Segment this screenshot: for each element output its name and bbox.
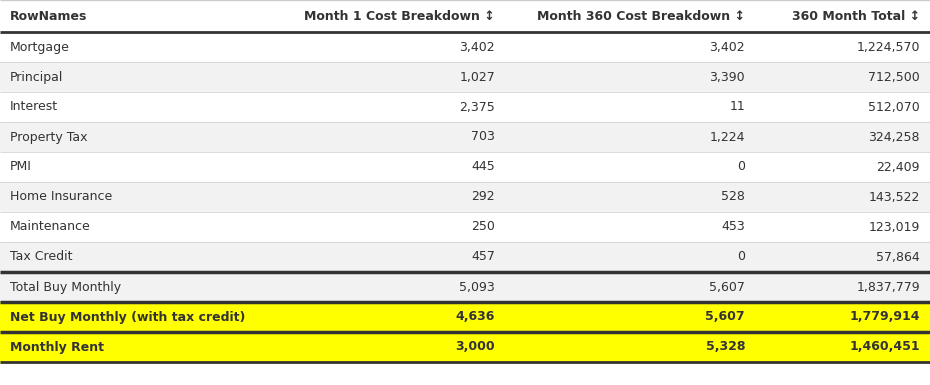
Text: 0: 0 bbox=[737, 161, 745, 174]
Text: 3,390: 3,390 bbox=[710, 70, 745, 84]
Text: 1,224,570: 1,224,570 bbox=[857, 40, 920, 54]
Bar bbox=[0, 182, 930, 212]
Text: 123,019: 123,019 bbox=[869, 221, 920, 233]
Text: Property Tax: Property Tax bbox=[10, 131, 87, 144]
Text: 1,224: 1,224 bbox=[710, 131, 745, 144]
Text: Total Buy Monthly: Total Buy Monthly bbox=[10, 281, 121, 293]
Text: 445: 445 bbox=[472, 161, 495, 174]
Text: Interest: Interest bbox=[10, 100, 58, 114]
Text: 3,402: 3,402 bbox=[710, 40, 745, 54]
Text: 528: 528 bbox=[721, 191, 745, 204]
Text: Maintenance: Maintenance bbox=[10, 221, 91, 233]
Text: Mortgage: Mortgage bbox=[10, 40, 70, 54]
Text: Principal: Principal bbox=[10, 70, 63, 84]
Text: 512,070: 512,070 bbox=[869, 100, 920, 114]
Text: Month 360 Cost Breakdown ↕: Month 360 Cost Breakdown ↕ bbox=[537, 10, 745, 22]
Bar bbox=[0, 0, 930, 32]
Bar bbox=[0, 122, 930, 152]
Text: 1,460,451: 1,460,451 bbox=[849, 340, 920, 353]
Text: Net Buy Monthly (with tax credit): Net Buy Monthly (with tax credit) bbox=[10, 310, 246, 323]
Text: 457: 457 bbox=[472, 251, 495, 263]
Text: 4,636: 4,636 bbox=[456, 310, 495, 323]
Text: 453: 453 bbox=[722, 221, 745, 233]
Text: 703: 703 bbox=[472, 131, 495, 144]
Text: 360 Month Total ↕: 360 Month Total ↕ bbox=[791, 10, 920, 22]
Bar bbox=[0, 62, 930, 92]
Bar bbox=[0, 302, 930, 332]
Text: 0: 0 bbox=[737, 251, 745, 263]
Text: 143,522: 143,522 bbox=[869, 191, 920, 204]
Text: 5,093: 5,093 bbox=[459, 281, 495, 293]
Text: RowNames: RowNames bbox=[10, 10, 87, 22]
Bar bbox=[0, 272, 930, 302]
Text: 5,328: 5,328 bbox=[706, 340, 745, 353]
Text: 11: 11 bbox=[729, 100, 745, 114]
Text: 2,375: 2,375 bbox=[459, 100, 495, 114]
Bar bbox=[0, 242, 930, 272]
Bar bbox=[0, 152, 930, 182]
Text: 1,027: 1,027 bbox=[459, 70, 495, 84]
Text: 22,409: 22,409 bbox=[876, 161, 920, 174]
Text: Tax Credit: Tax Credit bbox=[10, 251, 73, 263]
Text: 292: 292 bbox=[472, 191, 495, 204]
Text: 3,000: 3,000 bbox=[456, 340, 495, 353]
Text: 1,779,914: 1,779,914 bbox=[849, 310, 920, 323]
Text: Home Insurance: Home Insurance bbox=[10, 191, 113, 204]
Text: 712,500: 712,500 bbox=[869, 70, 920, 84]
Bar bbox=[0, 212, 930, 242]
Text: PMI: PMI bbox=[10, 161, 32, 174]
Bar bbox=[0, 332, 930, 362]
Bar bbox=[0, 92, 930, 122]
Text: Month 1 Cost Breakdown ↕: Month 1 Cost Breakdown ↕ bbox=[304, 10, 495, 22]
Text: 57,864: 57,864 bbox=[876, 251, 920, 263]
Text: 5,607: 5,607 bbox=[705, 310, 745, 323]
Text: 250: 250 bbox=[472, 221, 495, 233]
Text: 5,607: 5,607 bbox=[709, 281, 745, 293]
Bar bbox=[0, 32, 930, 62]
Text: Monthly Rent: Monthly Rent bbox=[10, 340, 104, 353]
Text: 324,258: 324,258 bbox=[869, 131, 920, 144]
Text: 3,402: 3,402 bbox=[459, 40, 495, 54]
Text: 1,837,779: 1,837,779 bbox=[857, 281, 920, 293]
